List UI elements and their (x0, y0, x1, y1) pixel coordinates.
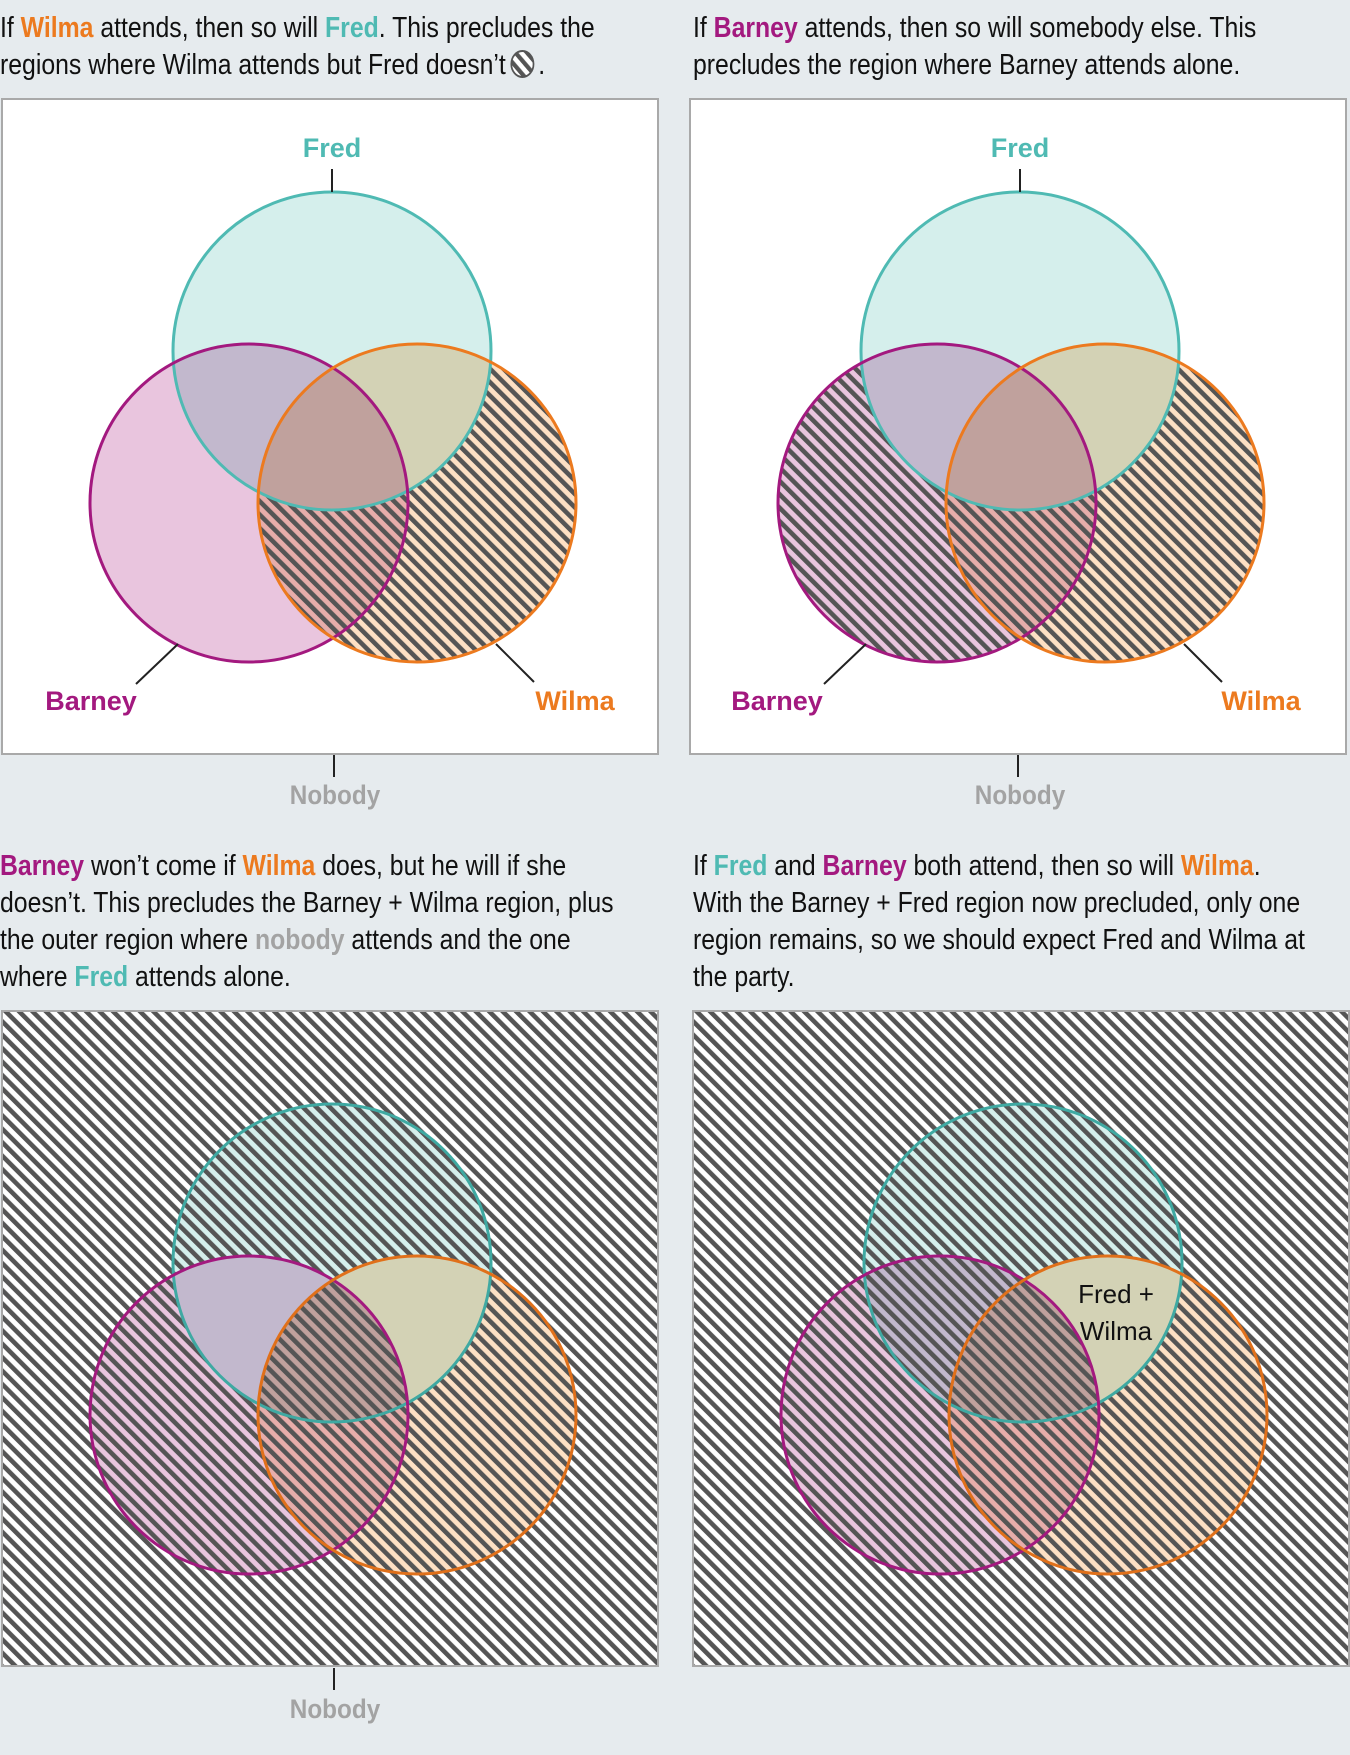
precluded-hatch-region (1, 1010, 659, 1667)
venn-panel-2: Fred Barney Wilma (689, 98, 1347, 755)
caption-name-fred: Fred (74, 961, 129, 993)
caption-name-barney: Barney (713, 12, 798, 44)
caption-line: With the Barney + Fred region now preclu… (693, 885, 1343, 922)
caption-text: attends, then so will somebody else. Thi… (797, 12, 1257, 44)
caption-3: Barney won’t come if Wilma does, but he … (0, 848, 650, 996)
wilma-circle (944, 342, 1266, 664)
caption-text: where (0, 961, 75, 993)
nobody-leader-line (333, 755, 335, 777)
caption-text: and (767, 850, 823, 882)
wilma-leader-line (1183, 643, 1223, 683)
caption-name-barney: Barney (822, 850, 907, 882)
caption-text: doesn’t. This precludes the Barney + Wil… (0, 887, 614, 919)
venn-panel-1: Fred Barney Wilma (1, 98, 659, 755)
nobody-label: Nobody (974, 780, 1066, 810)
caption-text: If (693, 12, 714, 44)
fred-circle (862, 1102, 1184, 1424)
nobody-label: Nobody (289, 1694, 381, 1724)
caption-text: both attend, then so will (906, 850, 1181, 882)
caption-text: attends, then so will (93, 12, 326, 44)
nobody-leader-line (1017, 755, 1019, 777)
wilma-circle (256, 342, 578, 664)
nobody-label: Nobody (289, 780, 381, 810)
remaining-region-label-line1: Fred + (1078, 1279, 1154, 1309)
hatched-circle-icon (509, 49, 535, 79)
caption-text: attends and the one (344, 924, 571, 956)
caption-name-wilma: Wilma (242, 850, 316, 882)
caption-text: . (1253, 850, 1261, 882)
remaining-region-label-line2: Wilma (1080, 1316, 1153, 1346)
caption-line: If Wilma attends, then so will Fred. Thi… (0, 10, 650, 47)
barney-circle (88, 1254, 410, 1576)
caption-line: regions where Wilma attends but Fred doe… (0, 47, 650, 84)
caption-name-fred: Fred (325, 12, 379, 44)
wilma-circle (947, 1254, 1269, 1576)
caption-text: If (693, 850, 714, 882)
caption-name-fred: Fred (713, 850, 768, 882)
barney-circle (779, 1254, 1101, 1576)
caption-name-wilma: Wilma (1180, 850, 1254, 882)
caption-text: region remains, so we should expect Fred… (693, 924, 1305, 956)
caption-line: the outer region where nobody attends an… (0, 922, 650, 959)
fred-label: Fred (303, 133, 362, 163)
caption-line: the party. (693, 959, 1343, 996)
precluded-hatch-region (692, 1010, 1350, 1667)
caption-text: the party. (693, 961, 795, 993)
nobody-leader-line (333, 1668, 335, 1690)
caption-line: region remains, so we should expect Fred… (693, 922, 1343, 959)
caption-2: If Barney attends, then so will somebody… (693, 10, 1343, 84)
barney-circle (776, 342, 1098, 664)
caption-name-wilma: Wilma (20, 12, 94, 44)
caption-text: the outer region where (0, 924, 256, 956)
caption-1: If Wilma attends, then so will Fred. Thi… (0, 10, 650, 84)
caption-line: Barney won’t come if Wilma does, but he … (0, 848, 650, 885)
caption-name-barney: Barney (0, 850, 85, 882)
caption-text: If (0, 12, 21, 44)
barney-label: Barney (731, 686, 823, 716)
fred-circle (171, 1102, 493, 1424)
barney-leader-line (823, 643, 867, 685)
caption-text: . This precludes the (378, 12, 595, 44)
venn-panel-4: Fred + Wilma (692, 1010, 1350, 1667)
caption-line: If Fred and Barney both attend, then so … (693, 848, 1343, 885)
barney-leader-line (135, 643, 179, 685)
caption-text: won’t come if (84, 850, 243, 882)
caption-text: . (538, 49, 546, 81)
caption-text: does, but he will if she (315, 850, 567, 882)
caption-text: precludes the region where Barney attend… (693, 49, 1241, 81)
barney-label: Barney (45, 686, 137, 716)
caption-text: regions where Wilma attends but Fred doe… (0, 49, 506, 81)
caption-line: doesn’t. This precludes the Barney + Wil… (0, 885, 650, 922)
caption-4: If Fred and Barney both attend, then so … (693, 848, 1343, 996)
barney-circle (88, 342, 410, 664)
caption-line: precludes the region where Barney attend… (693, 47, 1343, 84)
wilma-leader-line (495, 643, 535, 683)
caption-text: attends alone. (128, 961, 291, 993)
precluded-hatch-region (1, 98, 659, 755)
wilma-label: Wilma (535, 686, 615, 716)
caption-name-nobody: nobody (255, 924, 345, 956)
wilma-label: Wilma (1221, 686, 1301, 716)
caption-line: where Fred attends alone. (0, 959, 650, 996)
fred-label: Fred (991, 133, 1050, 163)
caption-line: If Barney attends, then so will somebody… (693, 10, 1343, 47)
caption-text: With the Barney + Fred region now preclu… (693, 887, 1301, 919)
wilma-circle (256, 1254, 578, 1576)
venn-panel-3 (1, 1010, 659, 1667)
precluded-hatch-region (689, 98, 1347, 755)
